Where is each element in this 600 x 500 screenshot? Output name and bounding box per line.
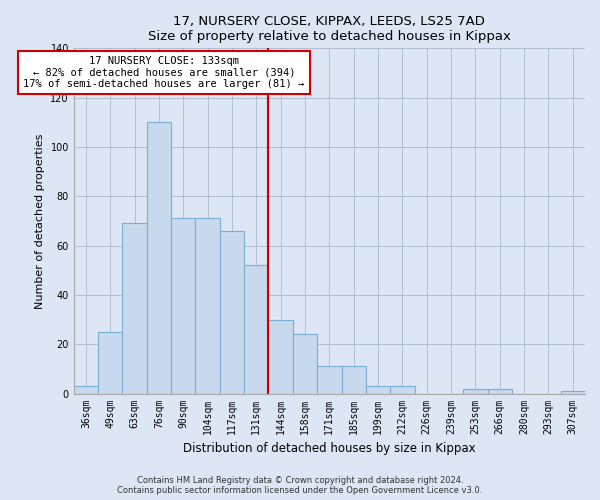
X-axis label: Distribution of detached houses by size in Kippax: Distribution of detached houses by size … — [183, 442, 476, 455]
Bar — [268, 320, 293, 394]
Bar — [244, 266, 268, 394]
Bar — [390, 386, 415, 394]
Bar — [317, 366, 341, 394]
Title: 17, NURSERY CLOSE, KIPPAX, LEEDS, LS25 7AD
Size of property relative to detached: 17, NURSERY CLOSE, KIPPAX, LEEDS, LS25 7… — [148, 15, 511, 43]
Bar — [366, 386, 390, 394]
Bar — [147, 122, 171, 394]
Bar — [220, 231, 244, 394]
Bar — [122, 224, 147, 394]
Bar — [74, 386, 98, 394]
Bar — [196, 218, 220, 394]
Y-axis label: Number of detached properties: Number of detached properties — [35, 134, 45, 308]
Bar — [293, 334, 317, 394]
Text: Contains HM Land Registry data © Crown copyright and database right 2024.
Contai: Contains HM Land Registry data © Crown c… — [118, 476, 482, 495]
Bar — [463, 388, 488, 394]
Text: 17 NURSERY CLOSE: 133sqm
← 82% of detached houses are smaller (394)
17% of semi-: 17 NURSERY CLOSE: 133sqm ← 82% of detach… — [23, 56, 304, 89]
Bar — [341, 366, 366, 394]
Bar — [171, 218, 196, 394]
Bar — [488, 388, 512, 394]
Bar — [560, 391, 585, 394]
Bar — [98, 332, 122, 394]
